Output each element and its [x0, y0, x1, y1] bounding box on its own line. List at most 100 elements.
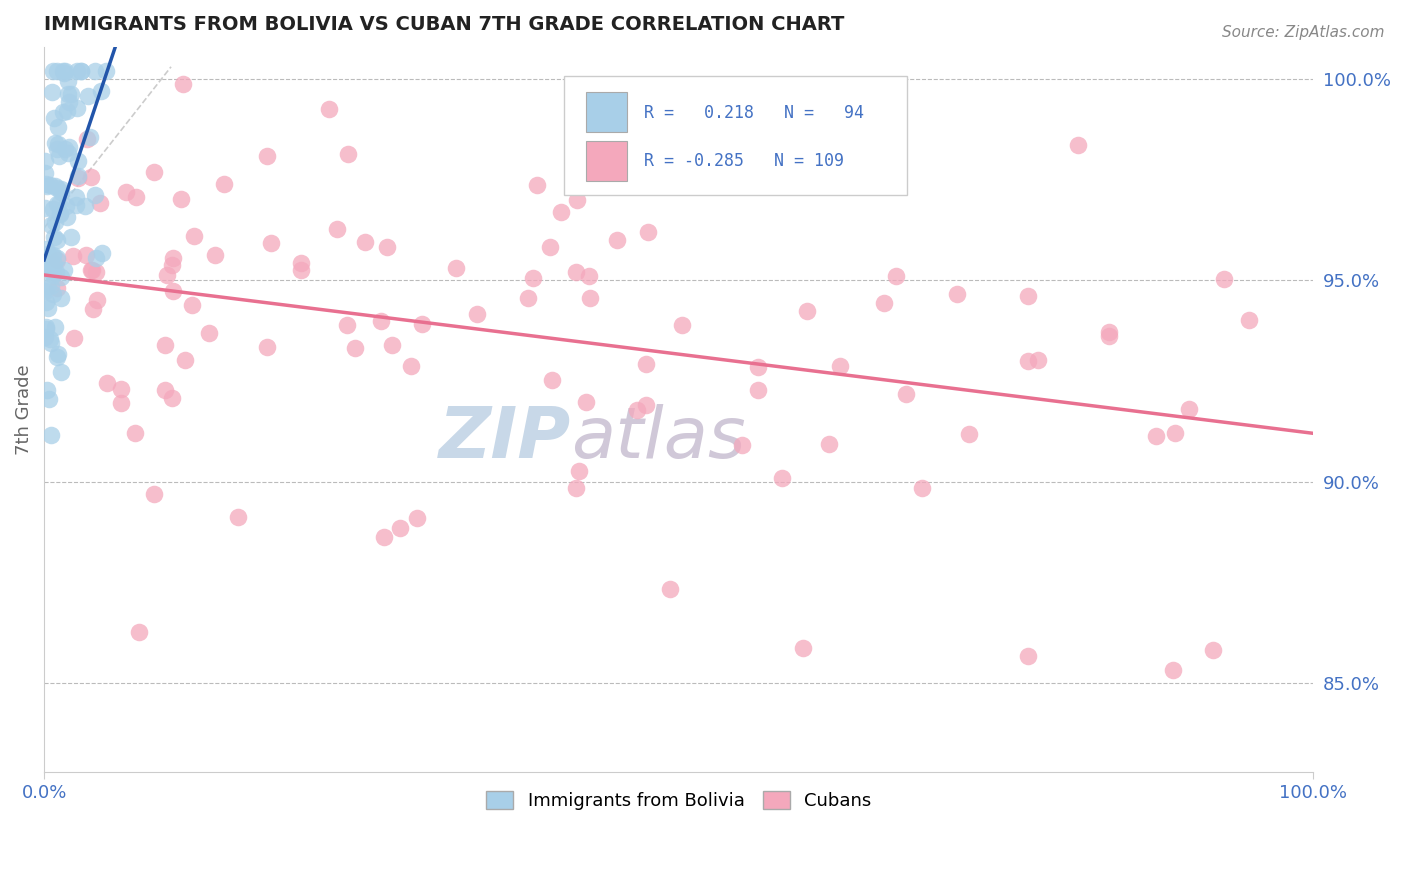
Point [48, 149, 70, 163]
Point [156, 268, 179, 282]
Point [637, 225, 659, 239]
Point [174, 352, 197, 367]
Point [517, 291, 540, 305]
Point [226, 510, 249, 524]
Point [318, 102, 340, 116]
Bar [586, 93, 627, 132]
Point [370, 314, 392, 328]
Point [39, 335, 62, 350]
Point [46, 142, 69, 156]
Point [124, 190, 146, 204]
Point [49, 182, 72, 196]
Point [79, 130, 101, 145]
Point [39, 262, 62, 277]
Point [46, 251, 69, 265]
Point [35, 320, 58, 334]
Point [796, 304, 818, 318]
Point [290, 262, 312, 277]
Point [749, 161, 772, 176]
Point [142, 487, 165, 501]
Point [84, 188, 107, 202]
Point [86, 265, 108, 279]
Point [91, 245, 114, 260]
Point [66, 153, 89, 168]
Point [344, 342, 367, 356]
Point [155, 383, 177, 397]
Point [44, 178, 66, 193]
Point [45, 252, 67, 267]
Point [63, 331, 86, 345]
Point [46, 120, 69, 134]
Point [1161, 664, 1184, 678]
Point [60, 87, 83, 102]
Point [35, 178, 58, 193]
Point [73, 199, 96, 213]
Point [579, 291, 602, 305]
Point [69, 63, 91, 78]
Point [49, 365, 72, 379]
Point [89, 196, 111, 211]
Point [46, 281, 69, 295]
Point [58, 74, 80, 88]
Point [46, 136, 69, 151]
Point [747, 383, 769, 397]
Point [399, 359, 422, 373]
Point [731, 438, 754, 452]
Point [326, 222, 349, 236]
Point [46, 63, 69, 78]
Point [67, 171, 90, 186]
Point [52, 104, 75, 119]
Point [86, 293, 108, 307]
Text: IMMIGRANTS FROM BOLIVIA VS CUBAN 7TH GRADE CORRELATION CHART: IMMIGRANTS FROM BOLIVIA VS CUBAN 7TH GRA… [44, 15, 845, 34]
Point [1098, 328, 1121, 343]
Point [565, 194, 588, 208]
Point [35, 178, 58, 192]
Point [42, 230, 65, 244]
Point [80, 262, 103, 277]
Point [46, 197, 69, 211]
Point [792, 641, 814, 656]
Point [38, 392, 60, 406]
Point [70, 63, 93, 78]
Point [49, 206, 72, 220]
Point [894, 387, 917, 401]
FancyBboxPatch shape [564, 76, 907, 195]
Point [290, 256, 312, 270]
Point [66, 102, 89, 116]
Point [82, 263, 104, 277]
Point [160, 392, 183, 406]
Point [39, 218, 62, 232]
Point [83, 63, 105, 78]
Point [172, 77, 194, 91]
Point [671, 318, 693, 332]
Point [67, 169, 90, 183]
Point [957, 426, 980, 441]
Point [1098, 325, 1121, 339]
Point [1164, 425, 1187, 440]
Point [62, 249, 84, 263]
Point [160, 258, 183, 272]
Point [53, 66, 76, 80]
Point [884, 268, 907, 283]
Point [256, 340, 278, 354]
Point [337, 146, 360, 161]
Point [51, 291, 73, 305]
Point [541, 372, 564, 386]
Point [747, 359, 769, 374]
Point [197, 326, 219, 340]
Point [59, 230, 82, 244]
Point [56, 103, 79, 118]
Bar [586, 141, 627, 181]
Point [1017, 354, 1039, 368]
Point [90, 85, 112, 99]
Point [1212, 272, 1234, 286]
Point [42, 63, 65, 78]
Point [658, 582, 681, 596]
Point [42, 202, 65, 216]
Point [66, 63, 89, 78]
Point [565, 481, 588, 495]
Point [37, 383, 59, 397]
Point [1144, 429, 1167, 443]
Point [373, 530, 395, 544]
Point [162, 284, 184, 298]
